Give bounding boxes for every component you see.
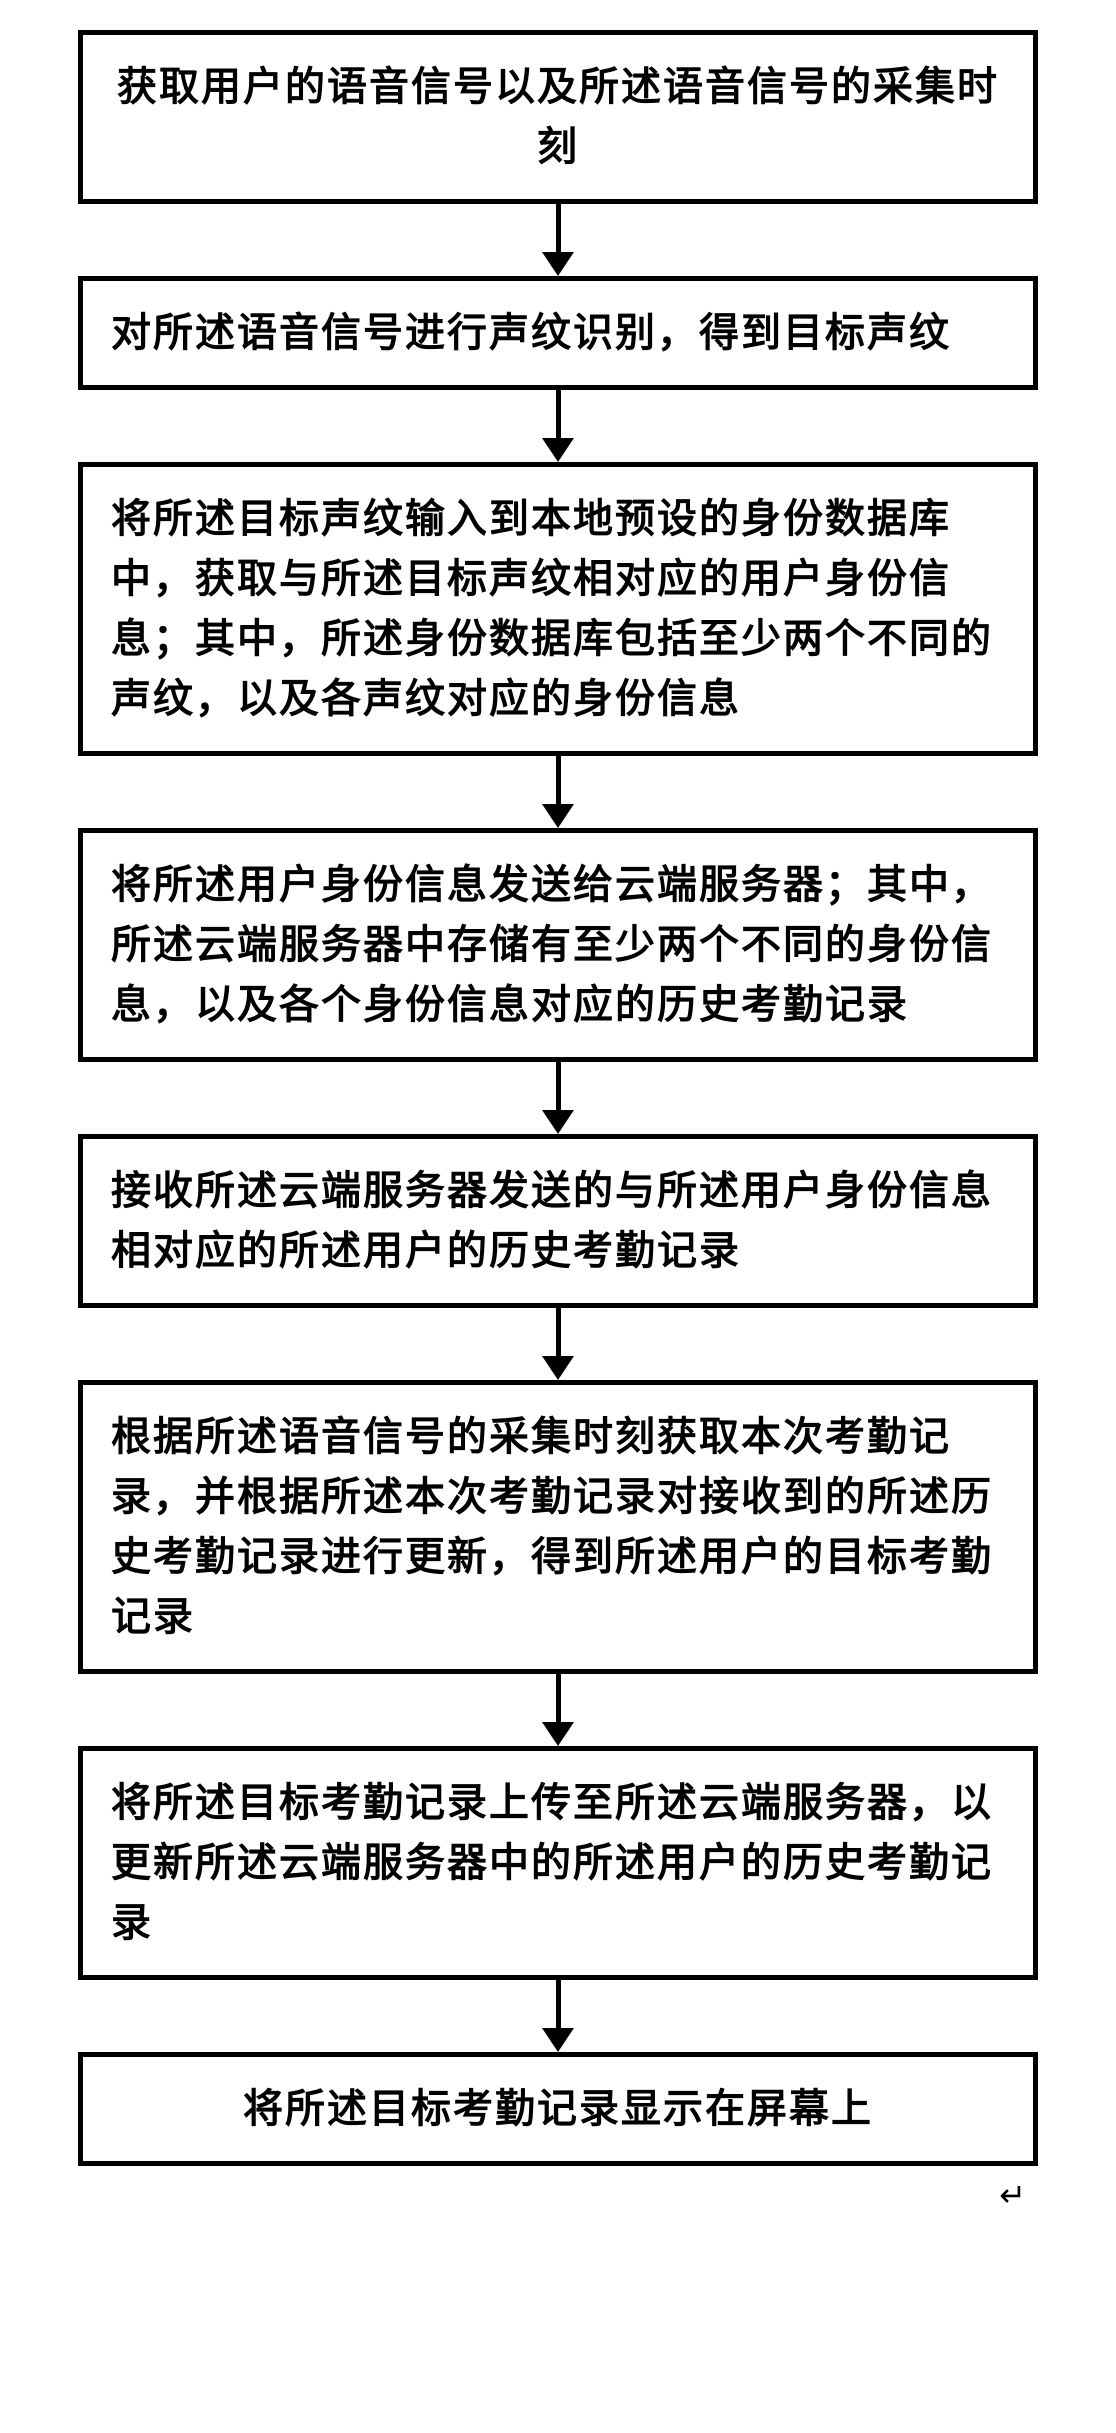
flowchart-step: 将所述用户身份信息发送给云端服务器；其中，所述云端服务器中存储有至少两个不同的身… <box>78 828 1038 1062</box>
step-text: 将所述目标考勤记录显示在屏幕上 <box>243 2086 873 2131</box>
flowchart-step: 获取用户的语音信号以及所述语音信号的采集时刻 <box>78 30 1038 204</box>
arrow-down-icon <box>542 204 574 276</box>
arrow-down-icon <box>542 390 574 462</box>
step-text: 接收所述云端服务器发送的与所述用户身份信息相对应的所述用户的历史考勤记录 <box>111 1168 993 1273</box>
arrow-down-icon <box>542 756 574 828</box>
arrow-down-icon <box>542 1674 574 1746</box>
step-text: 将所述用户身份信息发送给云端服务器；其中，所述云端服务器中存储有至少两个不同的身… <box>111 862 993 1027</box>
arrow-down-icon <box>542 1308 574 1380</box>
flowchart-step: 将所述目标考勤记录上传至所述云端服务器，以更新所述云端服务器中的所述用户的历史考… <box>78 1746 1038 1980</box>
arrow-down-icon <box>542 1062 574 1134</box>
arrow-down-icon <box>542 1980 574 2052</box>
flowchart-step: 将所述目标声纹输入到本地预设的身份数据库中，获取与所述目标声纹相对应的用户身份信… <box>78 462 1038 756</box>
step-text: 根据所述语音信号的采集时刻获取本次考勤记录，并根据所述本次考勤记录对接收到的所述… <box>111 1414 993 1639</box>
flowchart-step: 将所述目标考勤记录显示在屏幕上 <box>78 2052 1038 2166</box>
step-text: 获取用户的语音信号以及所述语音信号的采集时刻 <box>117 64 999 169</box>
flowchart-step: 接收所述云端服务器发送的与所述用户身份信息相对应的所述用户的历史考勤记录 <box>78 1134 1038 1308</box>
flowchart-step: 对所述语音信号进行声纹识别，得到目标声纹 <box>78 276 1038 390</box>
step-text: 将所述目标考勤记录上传至所述云端服务器，以更新所述云端服务器中的所述用户的历史考… <box>111 1780 993 1945</box>
flowchart-step: 根据所述语音信号的采集时刻获取本次考勤记录，并根据所述本次考勤记录对接收到的所述… <box>78 1380 1038 1674</box>
step-text: 将所述目标声纹输入到本地预设的身份数据库中，获取与所述目标声纹相对应的用户身份信… <box>111 496 993 721</box>
return-symbol: ↵ <box>999 2176 1026 2214</box>
flowchart-container: 获取用户的语音信号以及所述语音信号的采集时刻 对所述语音信号进行声纹识别，得到目… <box>30 30 1086 2214</box>
step-text: 对所述语音信号进行声纹识别，得到目标声纹 <box>111 310 951 355</box>
